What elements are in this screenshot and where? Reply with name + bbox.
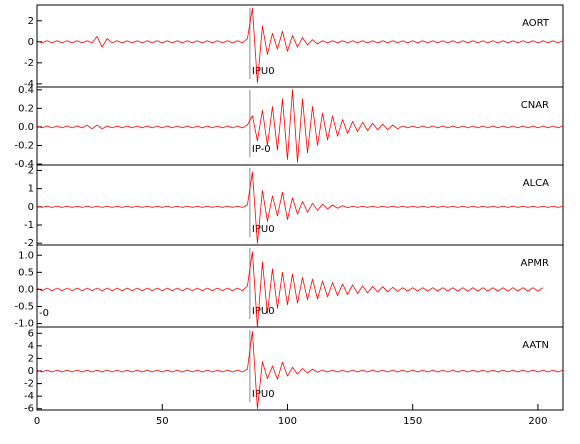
waveform bbox=[36, 331, 564, 410]
station-name: ALCA bbox=[523, 178, 549, 189]
y-tick-label: 6 bbox=[28, 328, 34, 339]
y-tick-label: 1 bbox=[28, 184, 34, 195]
y-tick-label: 0.5 bbox=[18, 267, 34, 278]
y-tick-label: 0.0 bbox=[18, 284, 34, 295]
pick-label: IPU0 bbox=[252, 66, 275, 77]
y-tick-label: -0.5 bbox=[14, 302, 34, 313]
y-tick-label: 0.2 bbox=[18, 103, 34, 114]
waveform bbox=[36, 171, 564, 244]
y-tick-label: 0 bbox=[28, 366, 34, 377]
y-tick-label: 0 bbox=[28, 202, 34, 213]
y-tick-label: -0.2 bbox=[14, 141, 34, 152]
y-tick-label: -1.0 bbox=[14, 319, 34, 330]
y-tick-label: 2 bbox=[28, 16, 34, 27]
pick-label: IP-0 bbox=[252, 144, 271, 155]
y-tick-label: -4 bbox=[24, 79, 34, 90]
x-tick-label: 0 bbox=[34, 416, 40, 427]
x-tick-label: 200 bbox=[528, 416, 547, 427]
y-tick-label: -0.4 bbox=[14, 159, 34, 170]
y-tick-label: -2 bbox=[24, 58, 34, 69]
y-tick-label: 1.0 bbox=[18, 250, 34, 261]
x-tick-label: 100 bbox=[278, 416, 297, 427]
y-tick-label: 2 bbox=[28, 353, 34, 364]
station-name: AATN bbox=[522, 340, 549, 351]
y-tick-label: 2 bbox=[28, 165, 34, 176]
waveform bbox=[36, 7, 564, 84]
y-tick-label: -6 bbox=[24, 404, 34, 415]
x-tick-label: 50 bbox=[156, 416, 169, 427]
y-tick-label: 0.0 bbox=[18, 122, 34, 133]
station-name: AORT bbox=[522, 18, 550, 29]
plot-frame bbox=[36, 4, 564, 411]
y-tick-label: -4 bbox=[24, 391, 34, 402]
pick-label: IPU0 bbox=[252, 224, 275, 235]
station-name: APMR bbox=[521, 258, 549, 269]
waveform bbox=[36, 89, 564, 163]
y-tick-label: 0 bbox=[28, 37, 34, 48]
x-tick-label: 150 bbox=[403, 416, 422, 427]
pick-label: IPU0 bbox=[252, 389, 275, 400]
annotation: -0 bbox=[39, 308, 49, 319]
y-tick-label: -2 bbox=[24, 238, 34, 249]
y-tick-label: 0.4 bbox=[18, 85, 34, 96]
y-tick-label: -1 bbox=[24, 220, 34, 231]
y-tick-label: -2 bbox=[24, 379, 34, 390]
y-tick-label: 4 bbox=[28, 341, 34, 352]
station-name: CNAR bbox=[521, 100, 549, 111]
pick-label: IPU0 bbox=[252, 306, 275, 317]
waveform bbox=[36, 251, 544, 328]
